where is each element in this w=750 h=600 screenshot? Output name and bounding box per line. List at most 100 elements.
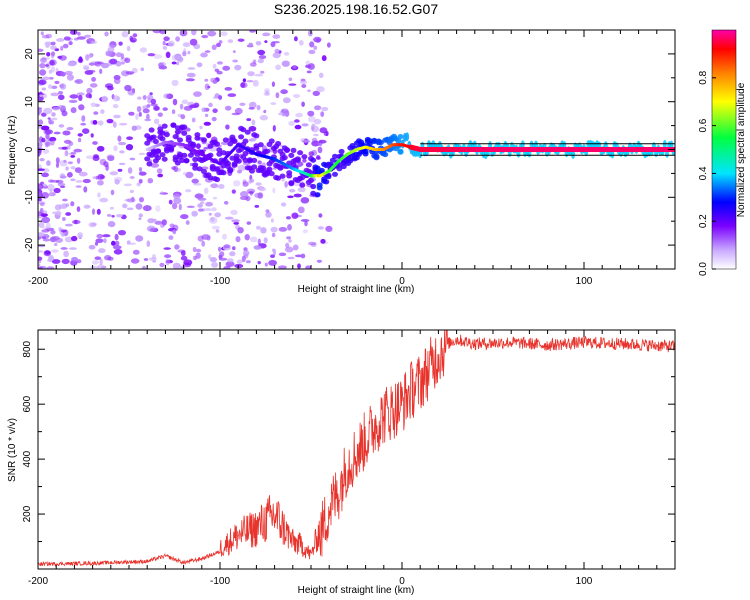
noise-blob: [51, 85, 58, 90]
noise-blob: [255, 41, 262, 46]
noise-blob: [149, 228, 157, 232]
ridge-halo: [235, 158, 242, 164]
colorbar: 0.0 0.2 0.4 0.6 0.8 Normalized spectral ampl…: [698, 29, 747, 276]
noise-blob: [239, 102, 246, 107]
ridge-halo: [325, 174, 332, 180]
noise-blob: [256, 105, 261, 111]
ridge-halo: [288, 180, 295, 186]
noise-blob: [61, 258, 70, 265]
noise-blob: [258, 187, 267, 192]
noise-blob: [38, 125, 42, 129]
noise-blob: [256, 225, 261, 230]
noise-blob: [54, 243, 58, 246]
noise-blob: [47, 138, 54, 142]
noise-blob: [102, 234, 111, 238]
noise-blob: [94, 256, 102, 261]
noise-blob: [82, 178, 91, 184]
noise-blob: [40, 57, 47, 63]
noise-blob: [185, 78, 195, 82]
ridge-halo: [179, 157, 186, 163]
noise-blob: [182, 42, 191, 48]
noise-blob: [204, 208, 212, 212]
noise-blob: [62, 43, 69, 49]
noise-blob: [55, 179, 64, 184]
noise-blob: [171, 54, 181, 61]
noise-blob: [99, 258, 103, 265]
noise-blob: [298, 40, 304, 46]
ridge-halo: [170, 122, 177, 128]
noise-blob: [172, 262, 181, 269]
ridge-halo: [332, 153, 338, 159]
noise-blob: [231, 219, 240, 223]
noise-blob: [172, 98, 178, 106]
noise-blob: [147, 218, 155, 224]
noise-blob: [61, 233, 65, 237]
noise-blob: [78, 104, 85, 111]
noise-blob: [146, 113, 150, 120]
noise-blob: [272, 52, 281, 59]
ridge-halo: [150, 134, 157, 140]
noise-blob: [51, 249, 59, 253]
noise-blob: [307, 110, 315, 117]
noise-blob: [300, 197, 310, 204]
ridge-halo: [299, 182, 306, 188]
noise-blob: [100, 109, 105, 114]
ridge-halo: [397, 134, 404, 140]
noise-blob: [205, 201, 214, 207]
noise-blob: [252, 79, 259, 87]
ridge-halo: [246, 157, 253, 163]
noise-blob: [143, 258, 149, 261]
noise-blob: [109, 41, 117, 48]
ridge-halo: [297, 150, 304, 156]
noise-blob: [180, 214, 189, 220]
noise-blob: [189, 38, 198, 46]
colorbar-tick-label: 0.2: [698, 214, 709, 228]
noise-blob: [173, 197, 182, 205]
ridge-halo: [249, 168, 255, 174]
noise-blob: [42, 76, 50, 81]
noise-blob: [260, 70, 265, 74]
noise-blob: [250, 236, 258, 243]
noise-blob: [86, 155, 94, 159]
noise-blob: [177, 249, 186, 253]
ridge-halo: [227, 168, 234, 174]
noise-blob: [311, 140, 320, 147]
noise-blob: [88, 69, 96, 73]
noise-blob: [321, 55, 327, 62]
noise-blob: [186, 205, 195, 208]
noise-blob: [77, 232, 83, 239]
noise-blob: [104, 255, 112, 261]
noise-blob: [257, 49, 266, 56]
noise-blob: [264, 262, 268, 267]
noise-blob: [185, 171, 194, 179]
noise-blob: [185, 189, 192, 193]
noise-blob: [257, 160, 262, 164]
ridge-halo: [279, 173, 286, 179]
noise-blob: [96, 208, 101, 215]
noise-blob: [107, 85, 114, 91]
noise-blob: [67, 62, 76, 67]
snr-x-axis-label: Height of straight line (km): [298, 585, 415, 596]
noise-blob: [162, 40, 166, 46]
noise-blob: [230, 209, 238, 216]
noise-blob: [120, 61, 125, 65]
ridge-halo: [196, 166, 203, 172]
snr-panel: -200 -100 0 100 200 400 600 800 Height of stra…: [7, 329, 676, 596]
noise-blob: [248, 101, 257, 109]
noise-blob: [155, 205, 161, 212]
snr-plot-area: [38, 330, 675, 569]
noise-blob: [77, 57, 84, 64]
noise-blob: [70, 107, 77, 114]
ridge-halo: [214, 141, 221, 147]
noise-blob: [270, 102, 277, 105]
noise-blob: [317, 146, 323, 154]
noise-blob: [45, 133, 50, 140]
noise-blob: [316, 259, 322, 263]
noise-blob: [87, 54, 93, 59]
noise-blob: [281, 178, 285, 182]
noise-blob: [78, 94, 83, 101]
noise-blob: [38, 183, 44, 190]
noise-blob: [157, 173, 164, 178]
noise-blob: [315, 38, 321, 43]
noise-blob: [265, 211, 272, 218]
